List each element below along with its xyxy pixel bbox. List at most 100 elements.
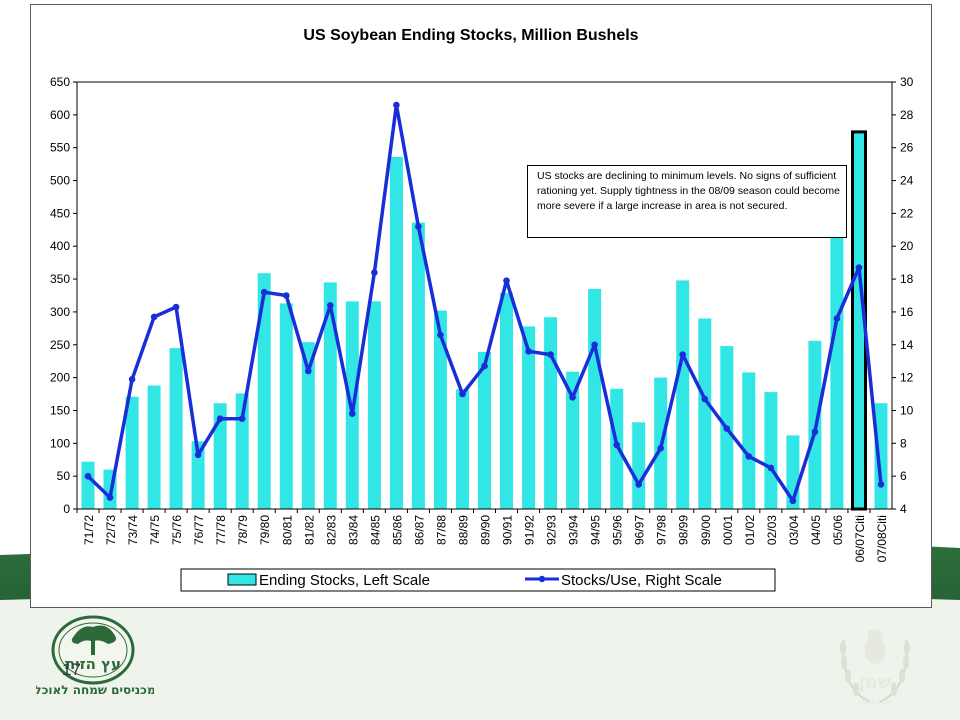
- line-point-87/88: [437, 331, 444, 339]
- line-point-93/94: [569, 394, 576, 401]
- chart-title: US Soybean Ending Stocks, Million Bushel…: [303, 27, 638, 44]
- x-tick-label: 94/95: [589, 515, 603, 545]
- x-tick-label: 81/82: [302, 515, 316, 545]
- x-tick-label: 95/96: [611, 515, 625, 545]
- left-tick-label: 400: [50, 239, 70, 253]
- x-tick-label: 03/04: [787, 515, 801, 545]
- x-tick-label: 06/07Citi: [853, 515, 867, 562]
- x-tick-label: 07/08Citi: [875, 515, 889, 562]
- left-tick-label: 650: [50, 75, 70, 89]
- bar-92/93: [544, 317, 558, 509]
- x-tick-label: 72/73: [104, 515, 118, 545]
- bar-79/80: [257, 273, 271, 509]
- left-tick-label: 150: [50, 403, 70, 417]
- line-point-74/75: [150, 313, 158, 321]
- bar-02/03: [764, 392, 778, 509]
- left-tick-label: 300: [50, 305, 70, 319]
- bar-80/81: [279, 303, 293, 509]
- left-tick-label: 350: [50, 272, 70, 286]
- x-tick-label: 92/93: [545, 515, 559, 545]
- legend-bar-swatch: [227, 573, 257, 586]
- line-point-95/96: [613, 441, 620, 449]
- line-point-97/98: [657, 444, 664, 452]
- x-tick-label: 90/91: [501, 515, 515, 545]
- x-tick-label: 88/89: [457, 515, 471, 545]
- bar-01/02: [742, 372, 756, 509]
- x-tick-label: 99/00: [699, 515, 713, 545]
- bar-76/77: [191, 441, 205, 509]
- x-tick-label: 89/90: [479, 515, 493, 545]
- legend-line-label: Stocks/Use, Right Scale: [561, 572, 722, 589]
- bar-99/00: [698, 318, 712, 509]
- bar-73/74: [125, 396, 139, 509]
- x-tick-label: 05/06: [831, 515, 845, 545]
- bar-78/79: [235, 393, 249, 509]
- right-logo-name: שמן: [859, 672, 892, 693]
- x-tick-label: 79/80: [258, 515, 272, 545]
- bars-layer: [81, 130, 888, 511]
- bar-90/91: [500, 292, 513, 509]
- line-point-82/83: [327, 302, 334, 309]
- legend-bar-label: Ending Stocks, Left Scale: [259, 572, 430, 589]
- x-tick-label: 91/92: [523, 515, 537, 545]
- right-tick-label: 14: [900, 338, 914, 352]
- right-tick-label: 30: [900, 75, 914, 89]
- legend-box: [180, 568, 776, 592]
- line-point-73/74: [128, 376, 136, 383]
- right-tick-label: 18: [900, 272, 914, 286]
- x-tick-label: 80/81: [280, 515, 294, 545]
- legend: Ending Stocks, Left Scale Stocks/Use, Ri…: [180, 568, 776, 592]
- bar-82/83: [323, 282, 337, 509]
- right-tick-label: 24: [900, 174, 914, 188]
- x-tick-label: 97/98: [655, 515, 669, 545]
- line-point-94/95: [591, 341, 598, 349]
- bar-98/99: [676, 280, 690, 509]
- x-tick-label: 04/05: [809, 515, 823, 545]
- line-point-76/77: [194, 451, 202, 459]
- line-point-72/73: [106, 494, 114, 501]
- x-tick-label: 74/75: [148, 515, 162, 545]
- bar-94/95: [588, 288, 602, 509]
- line-point-81/82: [305, 367, 312, 375]
- bar-84/85: [367, 301, 381, 509]
- bar-75/76: [169, 348, 183, 509]
- x-tick-label: 02/03: [765, 515, 779, 545]
- bar-95/96: [610, 388, 624, 509]
- line-point-04/05: [811, 428, 819, 436]
- line-point-79/80: [260, 288, 268, 296]
- line-point-07/08Citi: [877, 481, 885, 488]
- line-point-75/76: [172, 303, 180, 311]
- line-point-88/89: [459, 390, 466, 398]
- left-tick-label: 500: [50, 174, 70, 188]
- left-tick-label: 200: [50, 371, 70, 385]
- left-tick-label: 600: [50, 108, 70, 122]
- bar-91/92: [522, 326, 536, 509]
- x-tick-label: 83/84: [346, 515, 360, 545]
- line-point-86/87: [415, 223, 422, 230]
- right-tick-label: 28: [900, 108, 914, 122]
- left-tick-label: 250: [50, 338, 70, 352]
- right-tick-label: 26: [900, 141, 914, 155]
- left-tick-label: 550: [50, 141, 70, 155]
- x-tick-label: 86/87: [412, 515, 426, 545]
- x-tick-label: 85/86: [390, 515, 404, 545]
- x-tick-label: 84/85: [368, 515, 382, 545]
- line-point-03/04: [789, 497, 797, 505]
- left-tick-label: 0: [63, 502, 70, 516]
- line-point-02/03: [767, 464, 775, 472]
- line-point-90/91: [503, 277, 510, 285]
- x-tick-label: 71/72: [82, 515, 96, 545]
- line-point-98/99: [679, 351, 686, 358]
- x-tick-label: 87/88: [434, 515, 448, 545]
- left-tick-label: 100: [50, 436, 70, 450]
- right-logo-subtext: משק 1933: [858, 698, 893, 706]
- chart-plot: US Soybean Ending Stocks, Million Bushel…: [50, 27, 914, 592]
- line-point-91/92: [525, 348, 532, 355]
- right-tick-label: 10: [900, 403, 914, 417]
- olive-wreath-amphora-logo: שמן משק 1933: [840, 629, 910, 706]
- left-logo-name: עץ הזית: [65, 655, 121, 673]
- x-tick-label: 96/97: [633, 515, 647, 545]
- axes-layer: 0 50 100 150 200 250 300 350 400 450 500 550 600 650 4…: [50, 75, 914, 562]
- x-tick-label: 78/79: [236, 515, 250, 545]
- line-point-77/78: [216, 415, 224, 423]
